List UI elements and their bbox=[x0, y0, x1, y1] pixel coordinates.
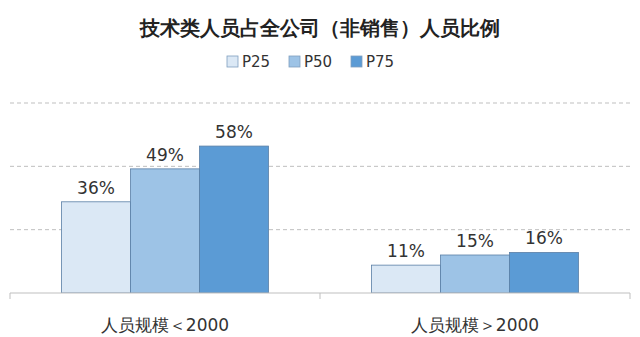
legend-swatch bbox=[289, 56, 300, 67]
bar bbox=[200, 146, 269, 293]
data-label: 16% bbox=[525, 228, 563, 248]
grid-line bbox=[10, 166, 630, 167]
title: 技术类人员占全公司（非销售）人员比例 bbox=[139, 16, 500, 40]
x-tick-label: 人员规模＜2000 bbox=[101, 315, 229, 335]
legend-swatch bbox=[227, 56, 238, 67]
legend-label: P50 bbox=[304, 53, 332, 71]
data-label: 49% bbox=[146, 145, 184, 165]
legend: P25 P50 P75 bbox=[227, 53, 394, 71]
legend-label: P25 bbox=[242, 53, 270, 71]
legend-label: P75 bbox=[366, 53, 394, 71]
bar bbox=[62, 202, 131, 293]
legend-swatch bbox=[351, 56, 362, 67]
chart-svg: 技术类人员占全公司（非销售）人员比例 P25 P50 P75 36% 49% 58% 11% 1… bbox=[0, 0, 640, 337]
data-label: 15% bbox=[456, 231, 494, 251]
x-tick bbox=[10, 293, 11, 299]
bar bbox=[131, 169, 200, 293]
bar bbox=[372, 265, 441, 293]
x-tick bbox=[320, 293, 321, 299]
data-label: 58% bbox=[215, 122, 253, 142]
data-label: 11% bbox=[387, 241, 425, 261]
x-tick bbox=[630, 293, 631, 299]
x-tick-label: 人员规模＞2000 bbox=[411, 315, 539, 335]
bars bbox=[62, 146, 579, 293]
data-label: 36% bbox=[77, 178, 115, 198]
bar bbox=[510, 252, 579, 293]
chart-container: 技术类人员占全公司（非销售）人员比例 P25 P50 P75 36% 49% 58% 11% 1… bbox=[0, 0, 640, 337]
data-labels: 36% 49% 58% 11% 15% 16% bbox=[77, 122, 563, 261]
bar bbox=[441, 255, 510, 293]
grid-line bbox=[10, 103, 630, 104]
